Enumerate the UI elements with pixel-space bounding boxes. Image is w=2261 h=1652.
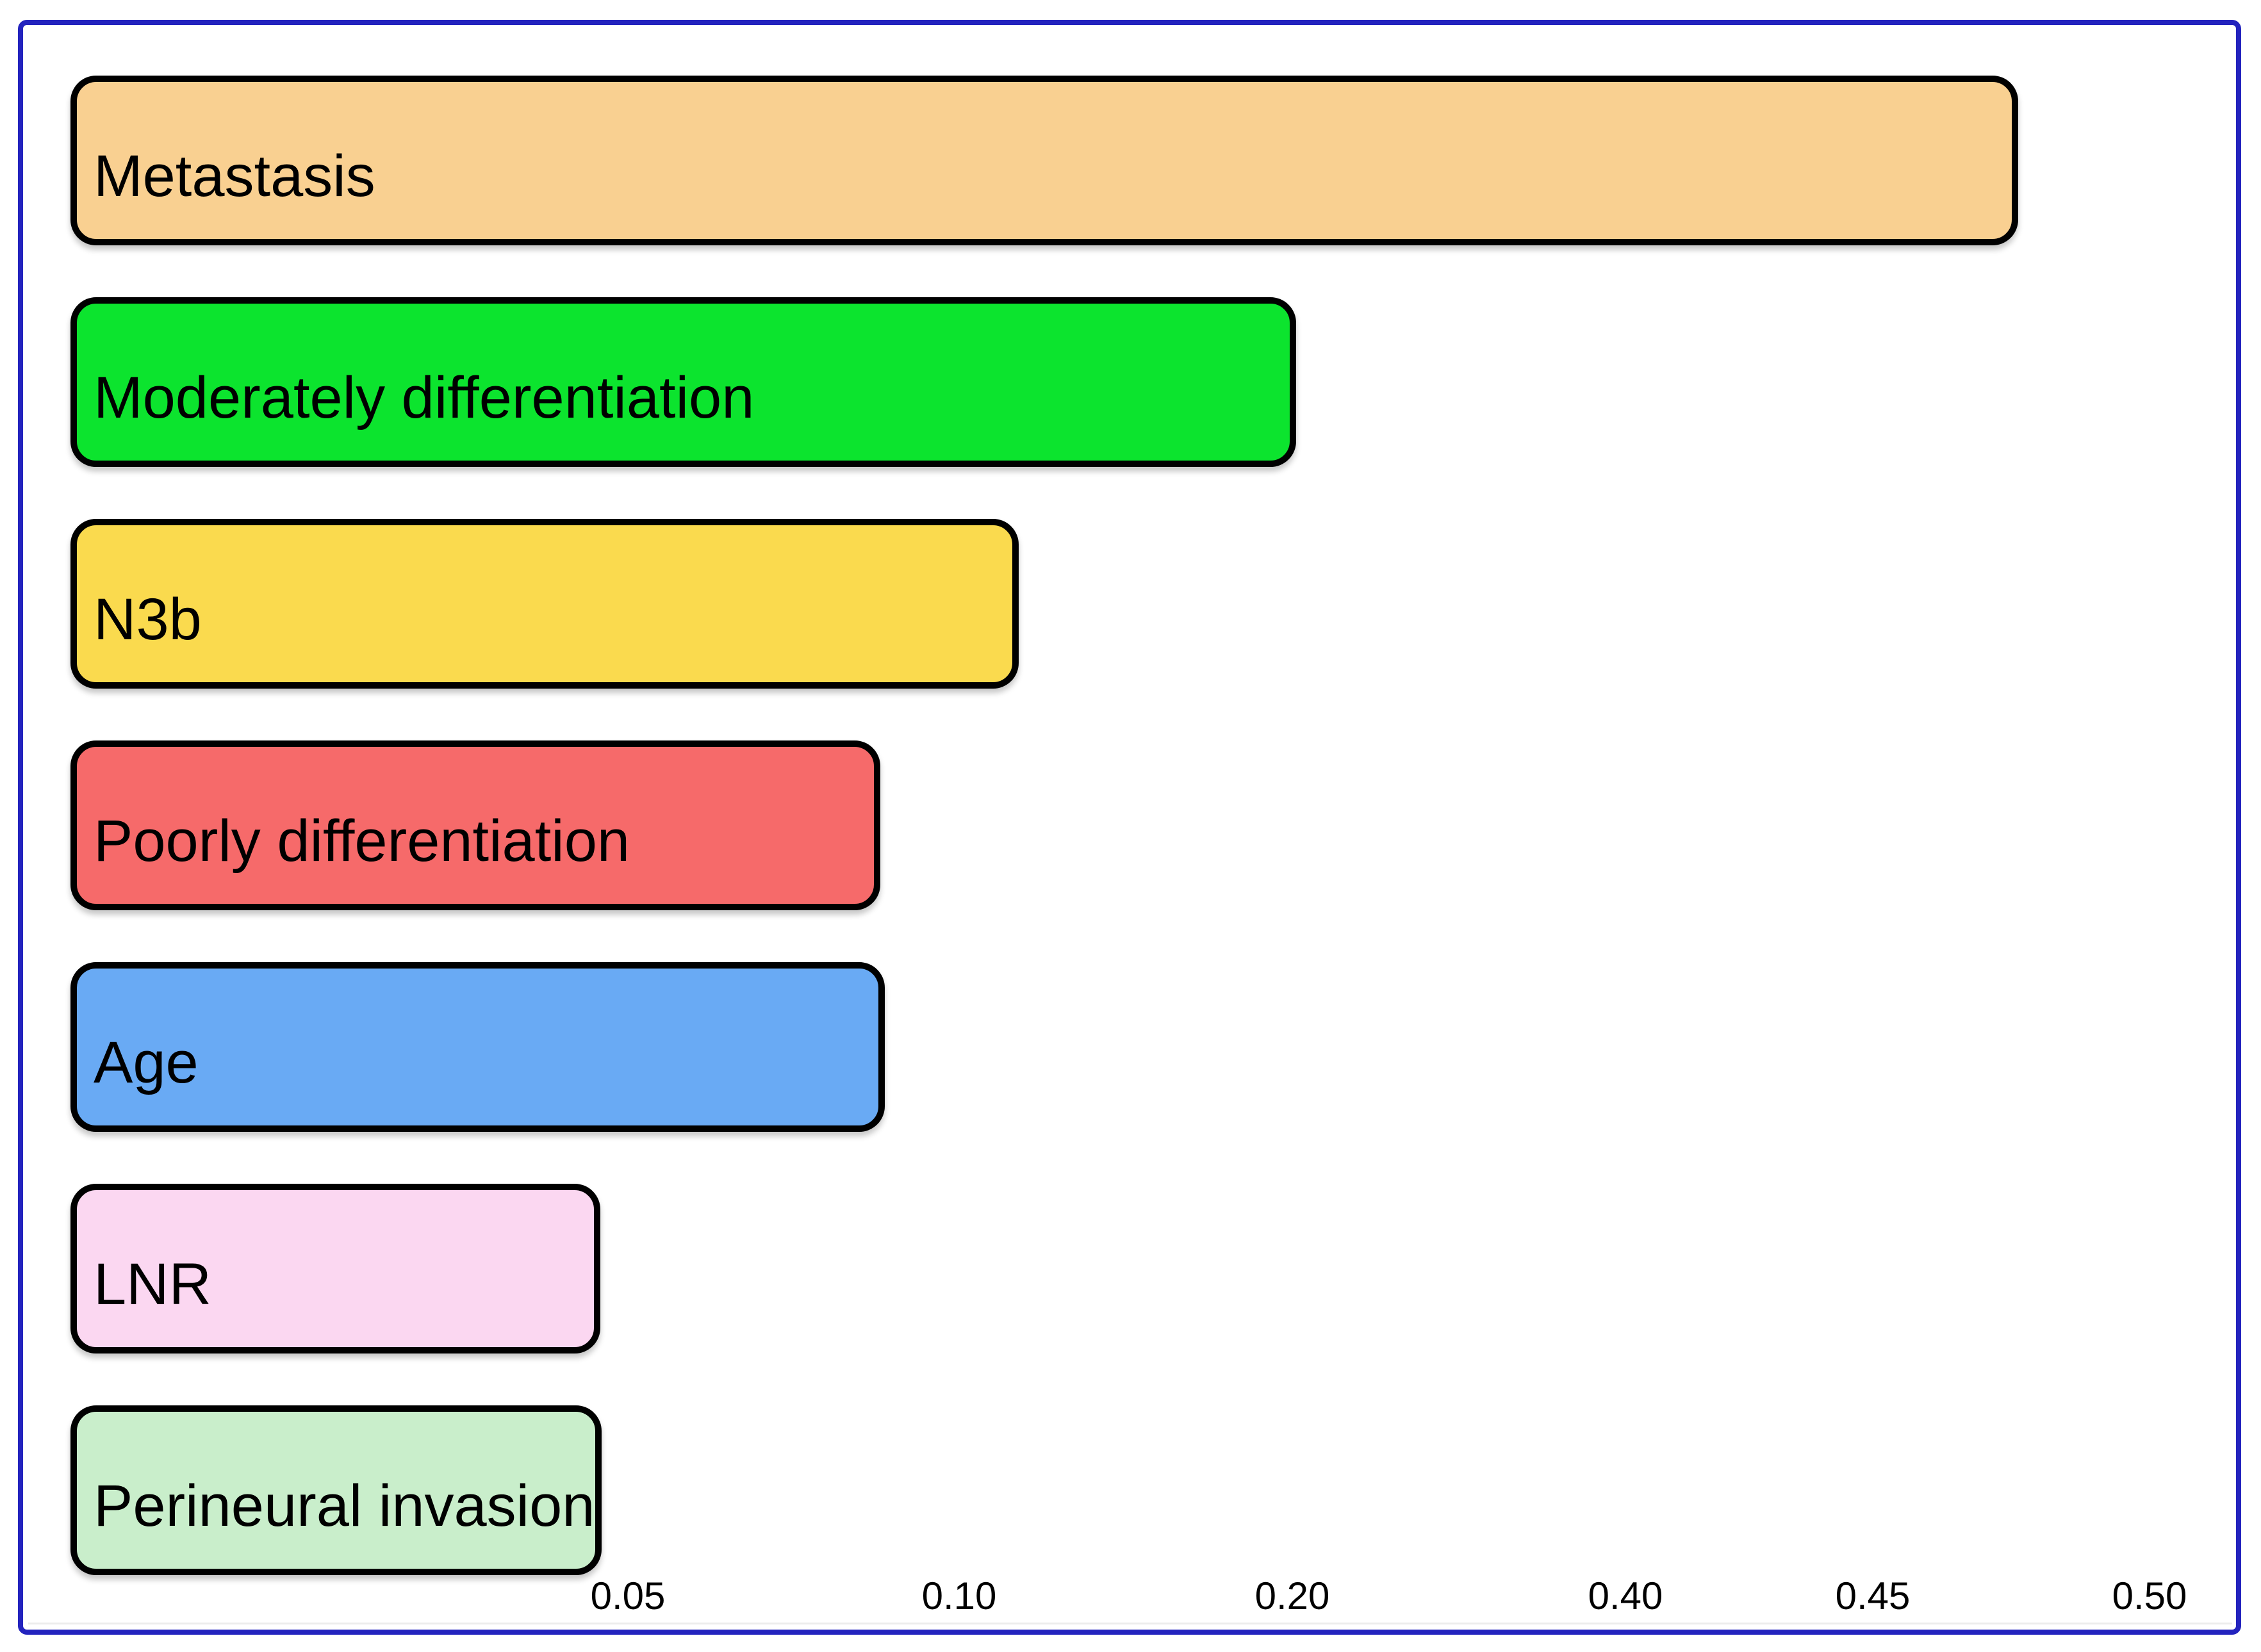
bar-n3b: N3b bbox=[70, 519, 1019, 689]
x-tick-label: 0.50 bbox=[2112, 1574, 2187, 1617]
x-tick-label: 0.45 bbox=[1835, 1574, 1911, 1617]
x-tick-label: 0.10 bbox=[921, 1574, 997, 1617]
x-tick-label: 0.05 bbox=[590, 1574, 666, 1617]
bar-metastasis: Metastasis bbox=[70, 76, 2018, 245]
bar-lnr: LNR bbox=[70, 1184, 600, 1353]
bar-label: Poorly differentiation bbox=[94, 808, 630, 874]
x-axis-line bbox=[28, 1623, 2232, 1624]
bar-label: Metastasis bbox=[94, 143, 375, 209]
bar-label: LNR bbox=[94, 1251, 212, 1317]
bar-label: N3b bbox=[94, 586, 202, 652]
x-tick-label: 0.40 bbox=[1588, 1574, 1663, 1617]
bar-label: Age bbox=[94, 1029, 199, 1095]
bar-age: Age bbox=[70, 962, 885, 1132]
bar-poorly-differentiation: Poorly differentiation bbox=[70, 740, 880, 910]
bar-label: Perineural invasion bbox=[94, 1473, 595, 1539]
bar-moderately-differentiation: Moderately differentiation bbox=[70, 297, 1296, 467]
x-tick-label: 0.20 bbox=[1254, 1574, 1330, 1617]
bar-perineural-invasion: Perineural invasion bbox=[70, 1405, 602, 1575]
bar-label: Moderately differentiation bbox=[94, 364, 755, 430]
